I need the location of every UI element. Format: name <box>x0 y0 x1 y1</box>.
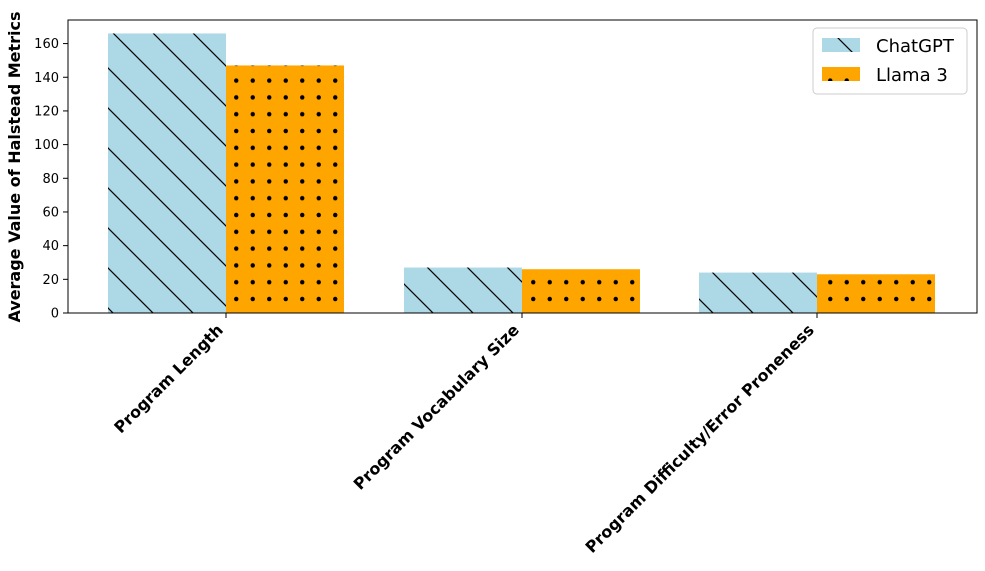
bar-llama3-2 <box>522 269 640 313</box>
x-tick-label: Program Vocabulary Size <box>350 320 523 493</box>
x-tick-label: Program Difficulty/Error Proneness <box>582 320 818 556</box>
bar-chatgpt-2 <box>404 267 522 313</box>
plot-area <box>108 33 935 314</box>
legend-swatch-chatgpt <box>822 38 860 52</box>
legend-swatch-llama3 <box>822 67 860 81</box>
y-axis-title: Average Value of Halstead Metrics <box>5 11 24 322</box>
y-tick-label: 160 <box>34 37 59 52</box>
x-tick-label: Program Length <box>110 320 227 437</box>
y-tick-label: 0 <box>51 307 59 322</box>
x-axis: Program Length Program Vocabulary Size Pro… <box>110 313 818 557</box>
y-axis: 0 20 40 60 80 100 120 140 160 <box>34 37 68 322</box>
legend: ChatGPT Llama 3 <box>812 27 968 95</box>
bar-llama3-3 <box>817 274 935 313</box>
y-tick-label: 20 <box>42 273 59 288</box>
y-tick-label: 140 <box>34 71 59 86</box>
bar-llama3-1 <box>226 65 344 313</box>
y-tick-label: 100 <box>34 138 59 153</box>
y-tick-label: 60 <box>42 205 59 220</box>
legend-label-chatgpt: ChatGPT <box>876 36 955 57</box>
bar-chatgpt-1 <box>108 33 226 314</box>
bar-chatgpt-3 <box>699 272 817 313</box>
y-tick-label: 80 <box>42 172 59 187</box>
y-tick-label: 120 <box>34 104 59 119</box>
y-tick-label: 40 <box>42 239 59 254</box>
legend-label-llama3: Llama 3 <box>876 65 948 86</box>
